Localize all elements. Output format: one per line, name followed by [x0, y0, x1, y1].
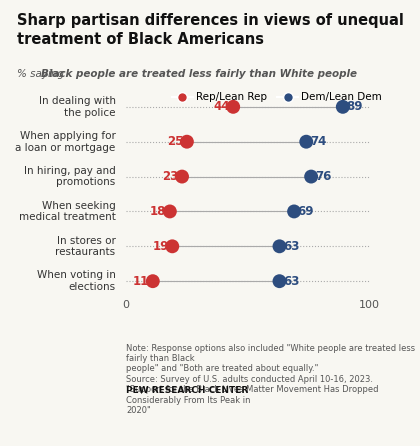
- Point: [339, 103, 346, 111]
- Text: 18: 18: [150, 205, 166, 218]
- Point: [276, 277, 283, 285]
- Text: 23: 23: [162, 170, 178, 183]
- Text: Sharp partisan differences in views of unequal
treatment of Black Americans: Sharp partisan differences in views of u…: [17, 13, 404, 47]
- Legend: Rep/Lean Rep, Dem/Lean Dem: Rep/Lean Rep, Dem/Lean Dem: [168, 88, 386, 106]
- Point: [291, 208, 297, 215]
- Text: 69: 69: [298, 205, 314, 218]
- Text: 63: 63: [283, 275, 299, 288]
- Point: [166, 208, 173, 215]
- Point: [276, 243, 283, 250]
- Text: 44: 44: [213, 100, 230, 113]
- Text: 19: 19: [152, 240, 169, 253]
- Point: [150, 277, 156, 285]
- Text: 74: 74: [310, 135, 326, 148]
- Point: [308, 173, 315, 180]
- Text: % saying: % saying: [17, 69, 67, 79]
- Point: [303, 138, 310, 145]
- Point: [169, 243, 176, 250]
- Text: 25: 25: [167, 135, 183, 148]
- Text: Black people are treated less fairly than White people: Black people are treated less fairly tha…: [42, 69, 357, 79]
- Text: 11: 11: [133, 275, 149, 288]
- Text: 63: 63: [283, 240, 299, 253]
- Text: Note: Response options also included "White people are treated less fairly than : Note: Response options also included "Wh…: [126, 343, 415, 415]
- Text: 76: 76: [315, 170, 331, 183]
- Point: [230, 103, 236, 111]
- Point: [184, 138, 190, 145]
- Text: PEW RESEARCH CENTER: PEW RESEARCH CENTER: [126, 386, 248, 395]
- Point: [178, 173, 185, 180]
- Text: 89: 89: [346, 100, 363, 113]
